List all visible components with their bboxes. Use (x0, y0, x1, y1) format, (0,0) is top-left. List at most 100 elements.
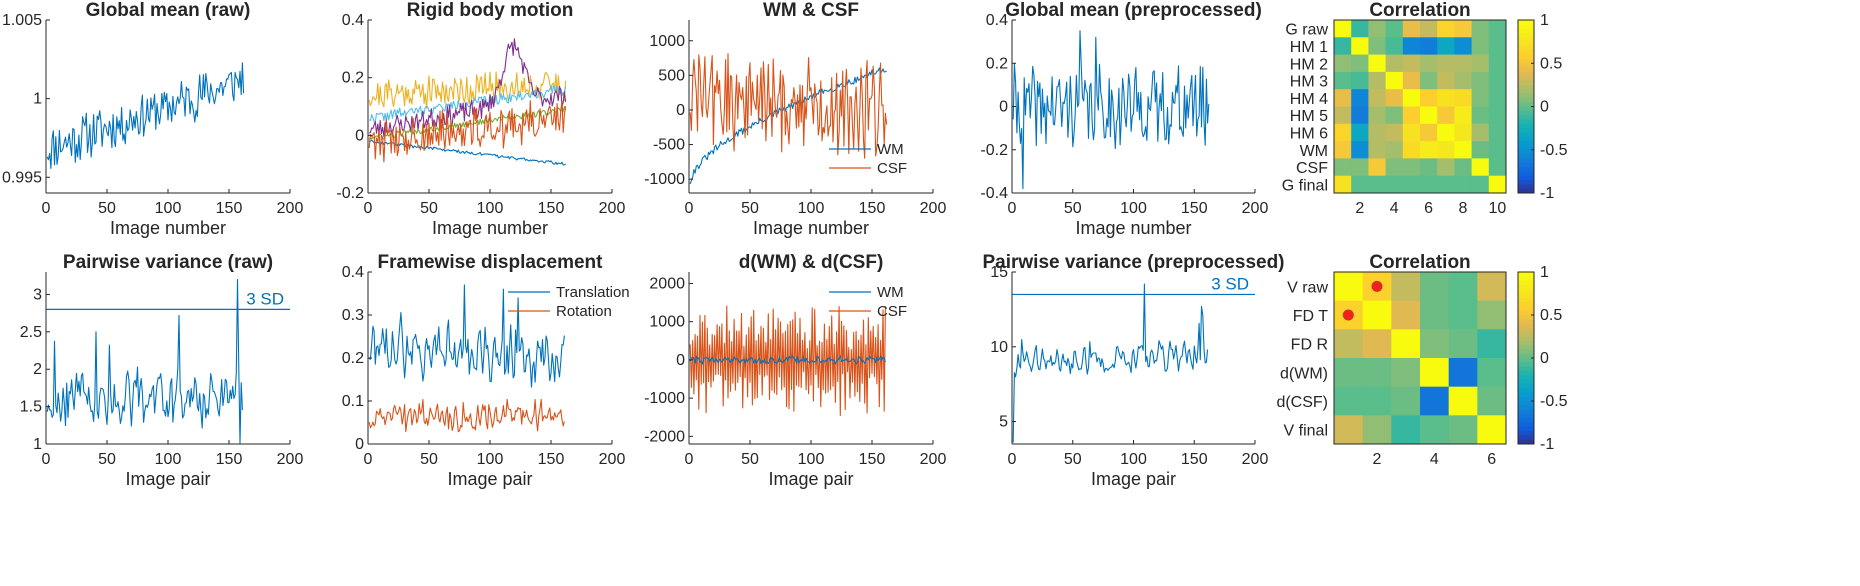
heatmap-cell (1351, 175, 1369, 194)
chart-p8: 0 50 100 150 200 -2000 -1000 0 1000 2000 d(WM) & d… (644, 252, 946, 489)
heatmap-cell (1402, 106, 1421, 125)
colorbar-segment (1518, 289, 1534, 294)
heatmap-cell (1488, 71, 1507, 90)
heatmap-cell (1351, 123, 1369, 142)
x-tick-label: 100 (1120, 451, 1147, 468)
x-tick-label: 4 (1390, 200, 1399, 217)
x-tick-label: 0 (1008, 451, 1017, 468)
colorbar-segment (1518, 383, 1534, 389)
x-tick-label: 2 (1373, 451, 1382, 468)
x-tick-label: 150 (859, 451, 886, 468)
heatmap-cell (1368, 141, 1386, 159)
heatmap-cell (1402, 123, 1421, 142)
heatmap-cell (1488, 89, 1507, 107)
heatmap-cell (1420, 37, 1438, 55)
x-axis-label: Image number (753, 218, 869, 238)
heatmap-cell (1334, 37, 1352, 55)
heatmap-cell (1368, 71, 1386, 90)
heatmap-cell (1471, 71, 1490, 90)
heatmap-cell (1420, 272, 1450, 302)
heatmap-cell (1334, 106, 1352, 125)
heatmap-cell (1385, 141, 1404, 159)
heatmap-cell (1391, 329, 1421, 359)
colorbar-segment (1518, 167, 1534, 172)
colorbar-segment (1518, 345, 1534, 350)
heatmap-cell (1437, 89, 1455, 107)
heatmap-cell (1420, 175, 1438, 194)
legend-label: WM (877, 141, 904, 158)
heatmap-cell (1385, 20, 1404, 38)
y-tick-label: -1000 (644, 390, 685, 407)
y-tick-label: 1000 (649, 314, 685, 331)
heatmap-cell (1488, 141, 1507, 159)
heatmap-cell (1454, 54, 1472, 73)
heatmap-cell (1488, 54, 1507, 73)
heatmap-cell (1351, 158, 1369, 177)
heatmap-cell (1385, 37, 1404, 55)
heatmap-cell (1437, 158, 1455, 177)
heatmap-cell (1420, 386, 1450, 416)
colorbar-segment (1518, 362, 1534, 368)
y-tick-label: 500 (658, 67, 685, 84)
threshold-label: 3 SD (246, 289, 284, 308)
colorbar-segment (1518, 388, 1534, 393)
heatmap-cell (1402, 54, 1421, 73)
y-tick-label: 0.2 (342, 350, 364, 367)
heatmap-cell (1437, 20, 1455, 38)
heatmap-cell (1385, 106, 1404, 125)
colorbar-segment (1518, 28, 1534, 34)
heatmap-cell (1477, 415, 1507, 445)
heatmap-cell (1471, 37, 1490, 55)
colorbar-segment (1518, 184, 1534, 190)
heatmap-cell (1454, 175, 1472, 194)
heatmap-cell (1454, 20, 1472, 38)
heatmap-cell (1437, 71, 1455, 90)
row-label: HM 1 (1290, 39, 1328, 56)
row-label: d(CSF) (1276, 394, 1328, 411)
heatmap-cell (1477, 272, 1507, 302)
colorbar-segment (1518, 401, 1534, 406)
heatmap-cell (1471, 141, 1490, 159)
row-label: V raw (1287, 279, 1328, 296)
heatmap-cell (1448, 300, 1478, 330)
series-line-0 (46, 278, 243, 444)
heatmap-cell (1334, 89, 1352, 107)
legend-label: CSF (877, 160, 907, 177)
y-tick-label: 0.2 (342, 70, 364, 87)
y-tick-label: -1000 (644, 171, 685, 188)
y-tick-label: -0.2 (980, 142, 1008, 159)
colorbar-segment (1518, 45, 1534, 51)
colorbar-segment (1518, 353, 1534, 359)
chart-title: Rigid body motion (407, 0, 574, 21)
x-tick-label: 100 (477, 200, 504, 217)
colorbar-tick-label: 0 (1540, 350, 1549, 367)
x-tick-label: 0 (364, 200, 373, 217)
x-tick-label: 50 (741, 451, 759, 468)
colorbar-tick-label: 1 (1540, 264, 1549, 281)
chart-p6: 3 SD 0 50 100 150 200 1 1.5 2 2.5 3 Pairwise varian… (20, 252, 304, 489)
colorbar-segment (1518, 71, 1534, 77)
y-tick-label: -0.4 (980, 185, 1008, 202)
y-tick-label: -500 (653, 137, 685, 154)
colorbar-segment (1518, 84, 1534, 90)
series-line-0 (1012, 283, 1209, 443)
x-tick-label: 200 (599, 451, 626, 468)
colorbar-segment (1518, 175, 1534, 181)
heatmap-cell (1454, 158, 1472, 177)
y-tick-label: 0.4 (986, 12, 1008, 29)
heatmap-cell (1368, 20, 1386, 38)
y-tick-label: 0.995 (2, 169, 42, 186)
colorbar-segment (1518, 110, 1534, 116)
x-tick-label: 50 (98, 200, 116, 217)
colorbar-segment (1518, 80, 1534, 86)
heatmap-cell (1454, 71, 1472, 90)
heatmap-cell (1334, 71, 1352, 90)
colorbar-segment (1518, 332, 1534, 337)
x-tick-label: 8 (1459, 200, 1468, 217)
x-tick-label: 50 (420, 200, 438, 217)
heatmap-cell (1471, 20, 1490, 38)
series-line-translation (368, 284, 565, 388)
colorbar-segment (1518, 97, 1534, 103)
row-label: CSF (1296, 160, 1328, 177)
colorbar-segment (1518, 418, 1534, 423)
